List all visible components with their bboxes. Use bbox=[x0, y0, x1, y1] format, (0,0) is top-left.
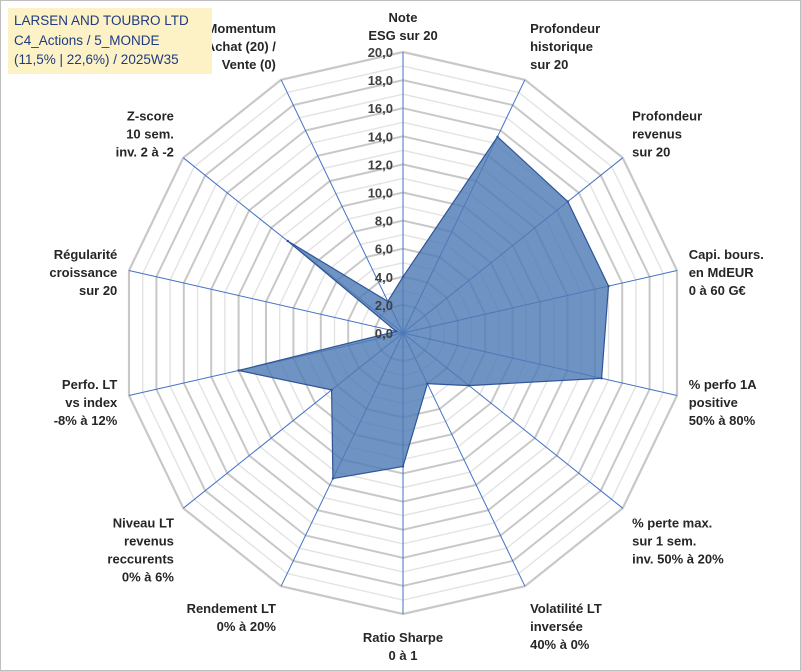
data-point bbox=[330, 388, 333, 392]
radial-tick-label: 14,0 bbox=[368, 129, 393, 144]
axis-label-line: Perfo. LT bbox=[62, 377, 117, 392]
radial-tick-label: 8,0 bbox=[375, 214, 393, 229]
data-point bbox=[496, 135, 499, 138]
axis-label-line: ESG sur 20 bbox=[368, 28, 437, 43]
axis-label-line: % perte max. bbox=[632, 516, 712, 531]
title-line-1: LARSEN AND TOUBRO LTD bbox=[14, 13, 189, 28]
axis-label-line: 0% à 6% bbox=[122, 570, 174, 585]
axis-label-line: 50% à 80% bbox=[689, 413, 756, 428]
data-point bbox=[237, 369, 240, 372]
data-point bbox=[600, 377, 603, 380]
axis-label-line: croissance bbox=[49, 265, 117, 280]
axis-label-line: Z-score bbox=[127, 108, 174, 123]
data-point bbox=[566, 200, 569, 203]
data-point bbox=[426, 382, 429, 385]
data-point bbox=[286, 239, 289, 243]
axis-spoke bbox=[128, 270, 404, 334]
axis-label: Profondeur revenus sur 20 bbox=[632, 108, 702, 159]
radial-tick-label: 16,0 bbox=[368, 101, 393, 116]
axis-label-line: positive bbox=[689, 395, 738, 410]
data-point bbox=[386, 300, 389, 303]
data-point bbox=[395, 330, 398, 333]
axis-label-line: Momentum bbox=[207, 21, 276, 36]
data-point bbox=[607, 284, 610, 288]
axis-label-line: 0% à 20% bbox=[217, 619, 277, 634]
chart-title-box: LARSEN AND TOUBRO LTD C4_Actions / 5_MON… bbox=[8, 8, 212, 74]
data-point bbox=[401, 275, 405, 278]
radial-tick-label: 0,0 bbox=[375, 326, 393, 341]
axis-label-line: Capi. bours. bbox=[689, 247, 764, 262]
data-point bbox=[401, 465, 405, 468]
axis-label-line: Achat (20) / bbox=[206, 39, 276, 54]
axis-label: Niveau LT revenus reccurents 0% à 6% bbox=[107, 516, 174, 585]
axis-label-line: sur 20 bbox=[530, 57, 568, 72]
axis-label-line: 0 à 1 bbox=[389, 648, 418, 663]
radial-tick-label: 4,0 bbox=[375, 270, 393, 285]
axis-label-line: % perfo 1A bbox=[689, 377, 758, 392]
axis-label-line: historique bbox=[530, 39, 593, 54]
axis-label-line: inversée bbox=[530, 619, 583, 634]
axis-label-line: revenus bbox=[124, 534, 174, 549]
data-point bbox=[467, 384, 471, 387]
axis-label: Note ESG sur 20 bbox=[368, 10, 437, 43]
axis-label-line: 0 à 60 G€ bbox=[689, 283, 746, 298]
axis-label-line: Ratio Sharpe bbox=[363, 630, 443, 645]
radial-tick-label: 6,0 bbox=[375, 242, 393, 257]
axis-label-line: Régularité bbox=[54, 247, 118, 262]
data-point bbox=[331, 477, 335, 480]
radial-tick-label: 20,0 bbox=[368, 45, 393, 60]
axis-label-line: -8% à 12% bbox=[54, 413, 118, 428]
radial-tick-label: 10,0 bbox=[368, 186, 393, 201]
axis-label-line: vs index bbox=[65, 395, 118, 410]
axis-label: % perte max. sur 1 sem. inv. 50% à 20% bbox=[632, 516, 724, 567]
axis-label-line: Note bbox=[389, 10, 418, 25]
axis-label: Volatilité LT inversée 40% à 0% bbox=[530, 601, 602, 652]
axis-label-line: sur 1 sem. bbox=[632, 534, 696, 549]
axis-label-line: Vente (0) bbox=[222, 57, 276, 72]
axis-label-line: Niveau LT bbox=[113, 516, 174, 531]
axis-label: % perfo 1A positive 50% à 80% bbox=[689, 377, 758, 428]
axis-label-line: 10 sem. bbox=[126, 126, 174, 141]
radial-tick-label: 18,0 bbox=[368, 73, 393, 88]
axis-label: Régularité croissance sur 20 bbox=[49, 247, 117, 298]
axis-label: Rendement LT 0% à 20% bbox=[187, 601, 277, 634]
axis-label: Ratio Sharpe 0 à 1 bbox=[363, 630, 443, 663]
title-line-3: (11,5% | 22,6%) / 2025W35 bbox=[14, 52, 179, 67]
radial-tick-label: 2,0 bbox=[375, 298, 393, 313]
axis-label-line: en MdEUR bbox=[689, 265, 755, 280]
title-line-2: C4_Actions / 5_MONDE bbox=[14, 32, 160, 48]
radial-tick-label: 12,0 bbox=[368, 157, 393, 172]
axis-label: Perfo. LT vs index -8% à 12% bbox=[54, 377, 118, 428]
axis-label-line: sur 20 bbox=[79, 283, 117, 298]
axis-label-line: 40% à 0% bbox=[530, 637, 590, 652]
axis-label: Capi. bours. en MdEUR 0 à 60 G€ bbox=[689, 247, 764, 298]
axis-label-line: sur 20 bbox=[632, 144, 670, 159]
axis-label: Z-score 10 sem. inv. 2 à -2 bbox=[116, 108, 174, 159]
axis-label-line: Profondeur bbox=[530, 21, 600, 36]
axis-label-line: Volatilité LT bbox=[530, 601, 602, 616]
axis-label: Momentum Achat (20) / Vente (0) bbox=[206, 21, 276, 72]
axis-label-line: inv. 50% à 20% bbox=[632, 552, 724, 567]
axis-label-line: revenus bbox=[632, 126, 682, 141]
axis-label: Profondeur historique sur 20 bbox=[530, 21, 600, 72]
axis-label-line: inv. 2 à -2 bbox=[116, 144, 174, 159]
axis-label-line: Profondeur bbox=[632, 108, 702, 123]
axis-spoke bbox=[280, 79, 404, 334]
axis-label-line: Rendement LT bbox=[187, 601, 276, 616]
axis-label-line: reccurents bbox=[107, 552, 173, 567]
